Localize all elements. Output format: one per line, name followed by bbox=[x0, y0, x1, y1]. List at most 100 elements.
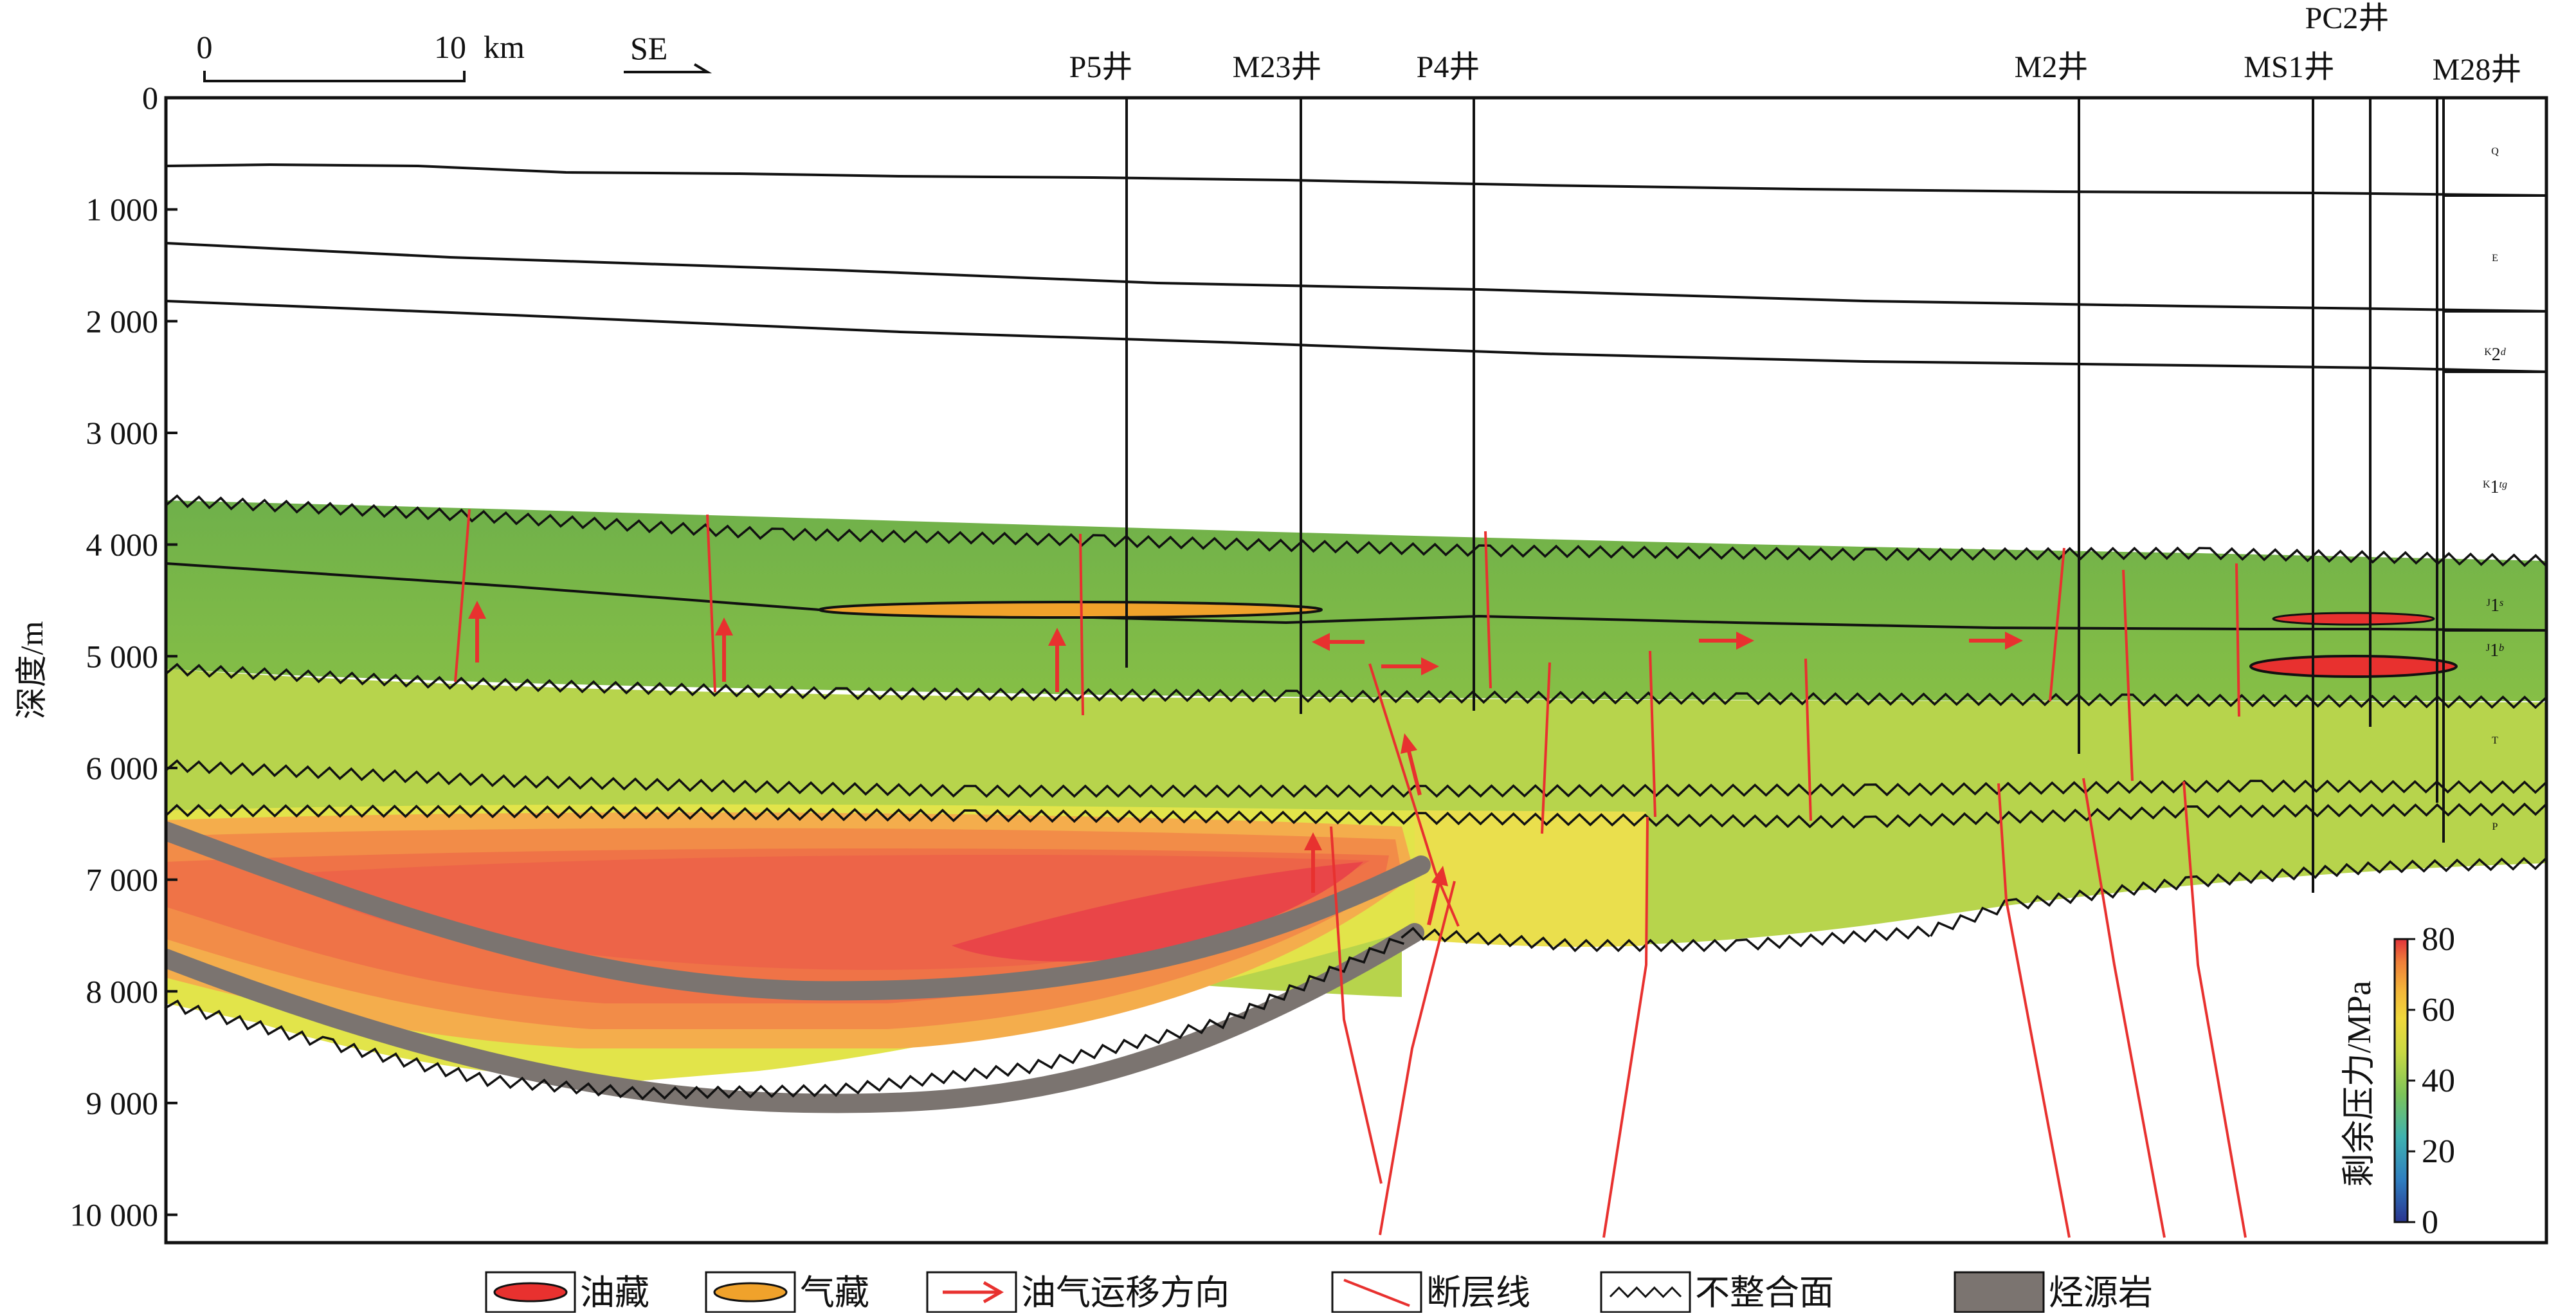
colorbar-label: 剩余压力/MPa bbox=[2341, 981, 2378, 1187]
legend-label-source-rock: 烃源岩 bbox=[2049, 1274, 2153, 1312]
y-tick-label: 4 000 bbox=[86, 527, 159, 563]
migration-arrow bbox=[715, 617, 733, 682]
strata-label-Q: Q bbox=[2491, 146, 2499, 157]
migration-arrow bbox=[1427, 866, 1448, 926]
well-label-4: MS1井 bbox=[2244, 50, 2334, 84]
y-axis-ticks: 0 1 000 2 000 3 000 4 000 5 000 6 000 7 000 8 00… bbox=[70, 80, 177, 1233]
direction-indicator: SE bbox=[624, 30, 712, 73]
fault-line bbox=[1804, 658, 1812, 821]
y-tick-label: 9 000 bbox=[86, 1085, 159, 1121]
colorbar: 80 60 40 20 0 剩余压力/MPa bbox=[2341, 921, 2455, 1241]
fault-line bbox=[2122, 569, 2134, 781]
legend-item-source-rock: 烃源岩 bbox=[1954, 1271, 2153, 1313]
migration-arrow bbox=[1048, 628, 1066, 692]
pressure-field bbox=[166, 500, 2546, 1113]
colorbar-tick-label: 40 bbox=[2422, 1063, 2455, 1099]
y-tick-label: 2 000 bbox=[86, 303, 159, 339]
unconformity-line bbox=[165, 494, 2548, 567]
oil-reservoir-upper bbox=[2272, 612, 2435, 626]
source-rock-upper bbox=[166, 821, 1431, 1001]
strata-label-E: E bbox=[2492, 253, 2498, 264]
direction-arrow bbox=[624, 63, 712, 73]
fault-line bbox=[2235, 563, 2240, 717]
fault-line bbox=[706, 514, 716, 693]
well-label-5: PC2井 bbox=[2305, 1, 2390, 35]
fault-line bbox=[1602, 816, 1649, 1238]
colorbar-ramp bbox=[2393, 938, 2409, 1223]
horizon-j1s-j1b bbox=[165, 562, 2547, 632]
legend-item-unconformity: 不整合面 bbox=[1600, 1271, 1834, 1313]
migration-arrow bbox=[1312, 633, 1365, 651]
unconformity-line bbox=[164, 937, 1404, 1101]
fault-line bbox=[1484, 531, 1492, 689]
source-rock-lower bbox=[166, 923, 1424, 1113]
unconformity-line bbox=[1929, 857, 2548, 937]
y-tick-label: 1 000 bbox=[86, 192, 159, 228]
unconformity-line bbox=[165, 663, 2548, 709]
well-label-3: M2井 bbox=[2015, 50, 2089, 84]
oil-reservoir-lower bbox=[2249, 655, 2458, 678]
plot-frame bbox=[164, 96, 2548, 1245]
source-rock-swatch bbox=[1954, 1271, 2045, 1313]
horizon-k2d-k1tg bbox=[165, 300, 2547, 373]
gas-reservoir bbox=[819, 601, 1323, 619]
strata-label-T: T bbox=[2492, 735, 2498, 746]
strata-column bbox=[2442, 98, 2546, 843]
strata-label-J1s: J1s bbox=[2487, 596, 2503, 616]
legend-label-gas: 气藏 bbox=[800, 1274, 869, 1312]
fault-line bbox=[2182, 781, 2247, 1238]
y-axis-label: 深度/m bbox=[14, 621, 50, 720]
legend-item-gas: 气藏 bbox=[705, 1271, 869, 1313]
well-lines bbox=[1125, 98, 2438, 893]
unconformity-line bbox=[165, 759, 2548, 798]
strata-label-K2d: K2d bbox=[2484, 345, 2507, 365]
y-tick-label: 5 000 bbox=[86, 638, 159, 674]
colorbar-tick-label: 20 bbox=[2422, 1133, 2455, 1170]
strata-label-K1tg: K1tg bbox=[2483, 477, 2507, 497]
legend-item-migration: 油气运移方向 bbox=[926, 1271, 1229, 1313]
well-label-1: M23井 bbox=[1233, 50, 1322, 84]
y-tick-label: 8 000 bbox=[86, 973, 159, 1009]
horizons bbox=[165, 163, 2547, 632]
horizon-q-e bbox=[165, 163, 2547, 197]
colorbar-tick-label: 80 bbox=[2422, 921, 2455, 958]
horizon-e-k bbox=[165, 242, 2547, 313]
well-label-2: P4井 bbox=[1417, 50, 1480, 84]
direction-label: SE bbox=[630, 30, 667, 66]
legend-label-oil: 油藏 bbox=[580, 1274, 649, 1312]
scale-bar-unit: km bbox=[484, 29, 525, 65]
unconformity-lines bbox=[164, 494, 2548, 1101]
unconformity-line bbox=[1401, 925, 1930, 953]
strata-label-P: P bbox=[2492, 821, 2498, 832]
unconformity-icon bbox=[1609, 1286, 1682, 1299]
y-tick-label: 10 000 bbox=[70, 1197, 159, 1233]
fault-line bbox=[454, 509, 471, 682]
y-tick-label: 0 bbox=[142, 80, 158, 116]
colorbar-tick-label: 60 bbox=[2422, 992, 2455, 1028]
strata-labels: Q E K2d K1tg J1s J1b T P bbox=[2483, 146, 2507, 832]
migration-arrow-icon bbox=[983, 1281, 1004, 1304]
legend-label-unconformity: 不整合面 bbox=[1695, 1274, 1834, 1312]
well-label-0: P5井 bbox=[1069, 50, 1133, 84]
legend-item-fault: 断层线 bbox=[1331, 1271, 1530, 1313]
fault-line-icon bbox=[1343, 1279, 1410, 1307]
migration-arrow bbox=[1401, 733, 1422, 796]
green-pressure-zone bbox=[166, 500, 2546, 701]
scale-bar-end: 10 bbox=[434, 29, 466, 65]
fault-line bbox=[1997, 783, 2071, 1238]
migration-arrow bbox=[1699, 632, 1754, 650]
oil-reservoir-symbol bbox=[493, 1282, 568, 1302]
unconformity-line bbox=[165, 802, 2548, 829]
fault-line bbox=[2049, 547, 2065, 702]
strata-label-J1b: J1b bbox=[2486, 641, 2504, 661]
legend-item-oil: 油藏 bbox=[485, 1271, 649, 1313]
fault-line bbox=[1649, 650, 1656, 818]
fault-line bbox=[1379, 881, 1456, 1236]
fault-line bbox=[1368, 663, 1460, 927]
well-label-6: M28井 bbox=[2433, 53, 2522, 87]
fault-line bbox=[1541, 662, 1551, 834]
gas-reservoir-symbol bbox=[713, 1282, 788, 1302]
migration-arrows bbox=[468, 601, 2023, 926]
fault-line bbox=[2082, 778, 2166, 1238]
